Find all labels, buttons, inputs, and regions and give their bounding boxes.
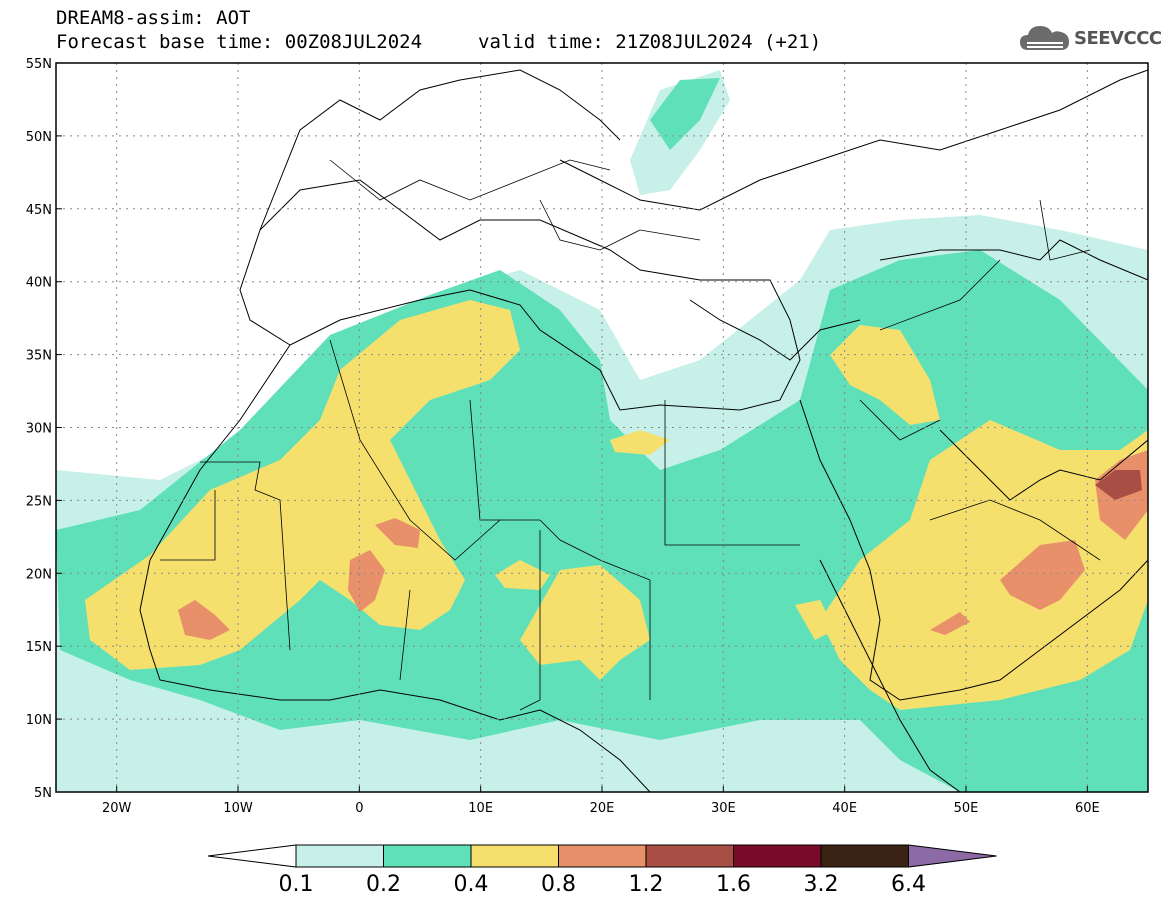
aot-band-1.2 xyxy=(1095,470,1142,500)
chart-title: DREAM8-assim: AOT xyxy=(56,7,251,29)
aot-band-0.4-west xyxy=(85,300,520,670)
lat-tick-label: 35N xyxy=(26,349,52,364)
colorbar-label: 0.4 xyxy=(454,872,489,897)
lon-tick-label: 40E xyxy=(832,801,857,816)
colorbar-swatch xyxy=(820,844,909,868)
aot-band-0.4-iraq xyxy=(830,325,940,425)
lat-tick-label: 10N xyxy=(26,713,52,728)
aot-band-0.4-horn xyxy=(795,600,835,640)
colorbar-label: 3.2 xyxy=(804,872,839,897)
lat-tick-label: 5N xyxy=(34,786,52,801)
seevccc-logo: SEEVCCC xyxy=(1018,22,1162,56)
colorbar-swatch xyxy=(733,844,822,868)
lat-tick-label: 45N xyxy=(26,203,52,218)
lon-tick-label: 50E xyxy=(954,801,979,816)
colorbar-swatch xyxy=(295,844,384,868)
aot-band-0.4-mideast xyxy=(820,420,1148,710)
coastlines xyxy=(139,69,1148,792)
valid-time: valid time: 21Z08JUL2024 (+21) xyxy=(478,31,822,53)
colorbar-label: 1.2 xyxy=(629,872,664,897)
lat-tick-label: 20N xyxy=(26,567,52,582)
colorbar-label: 1.6 xyxy=(716,872,751,897)
colorbar-swatch xyxy=(558,844,647,868)
colorbar-under-triangle xyxy=(207,844,297,868)
lat-tick-label: 55N xyxy=(26,57,52,72)
aot-band-0.8-3 xyxy=(375,518,420,548)
aot-band-0.4-libya xyxy=(610,430,670,455)
lat-tick-label: 15N xyxy=(26,640,52,655)
lon-tick-label: 0 xyxy=(355,801,363,816)
country-borders xyxy=(160,159,1101,711)
aot-band-0.4-africa xyxy=(520,565,650,680)
colorbar-label: 6.4 xyxy=(891,872,926,897)
lat-tick-label: 50N xyxy=(26,130,52,145)
colorbar-swatch xyxy=(645,844,734,868)
lon-tick-label: 30E xyxy=(711,801,736,816)
gridlines xyxy=(56,63,1148,792)
colorbar-over-triangle xyxy=(908,844,997,868)
lon-tick-label: 10E xyxy=(468,801,493,816)
cloud-logo-icon xyxy=(1020,26,1069,50)
lat-tick-label: 25N xyxy=(26,494,52,509)
lat-tick-label: 40N xyxy=(26,276,52,291)
lon-tick-label: 20W xyxy=(102,801,132,816)
aot-band-0.8-4 xyxy=(1000,540,1085,610)
colorbar-label: 0.8 xyxy=(541,872,576,897)
colorbar-swatch xyxy=(383,844,472,868)
aot-band-0.2-north xyxy=(650,78,720,150)
lat-tick-label: 30N xyxy=(26,422,52,437)
colorbar-label: 0.1 xyxy=(279,872,314,897)
lon-tick-label: 60E xyxy=(1075,801,1100,816)
logo-text: SEEVCCC xyxy=(1074,28,1162,49)
lon-tick-label: 10W xyxy=(223,801,253,816)
lon-tick-label: 20E xyxy=(590,801,615,816)
colorbar-label: 0.2 xyxy=(366,872,401,897)
latitude-ticks: 5N 10N 15N 20N 25N 30N 35N 40N 45N 50N 55N xyxy=(26,57,62,801)
forecast-base-time: Forecast base time: 00Z08JUL2024 xyxy=(56,31,423,53)
longitude-ticks: 20W 10W 0 10E 20E 30E 40E 50E 60E xyxy=(102,786,1100,816)
aot-band-0.4-africa2 xyxy=(495,560,550,590)
colorbar-swatch xyxy=(470,844,559,868)
aot-band-0.8-5 xyxy=(930,612,970,635)
aot-band-0.8-1 xyxy=(178,600,230,640)
aot-band-0.8-2 xyxy=(348,550,385,612)
